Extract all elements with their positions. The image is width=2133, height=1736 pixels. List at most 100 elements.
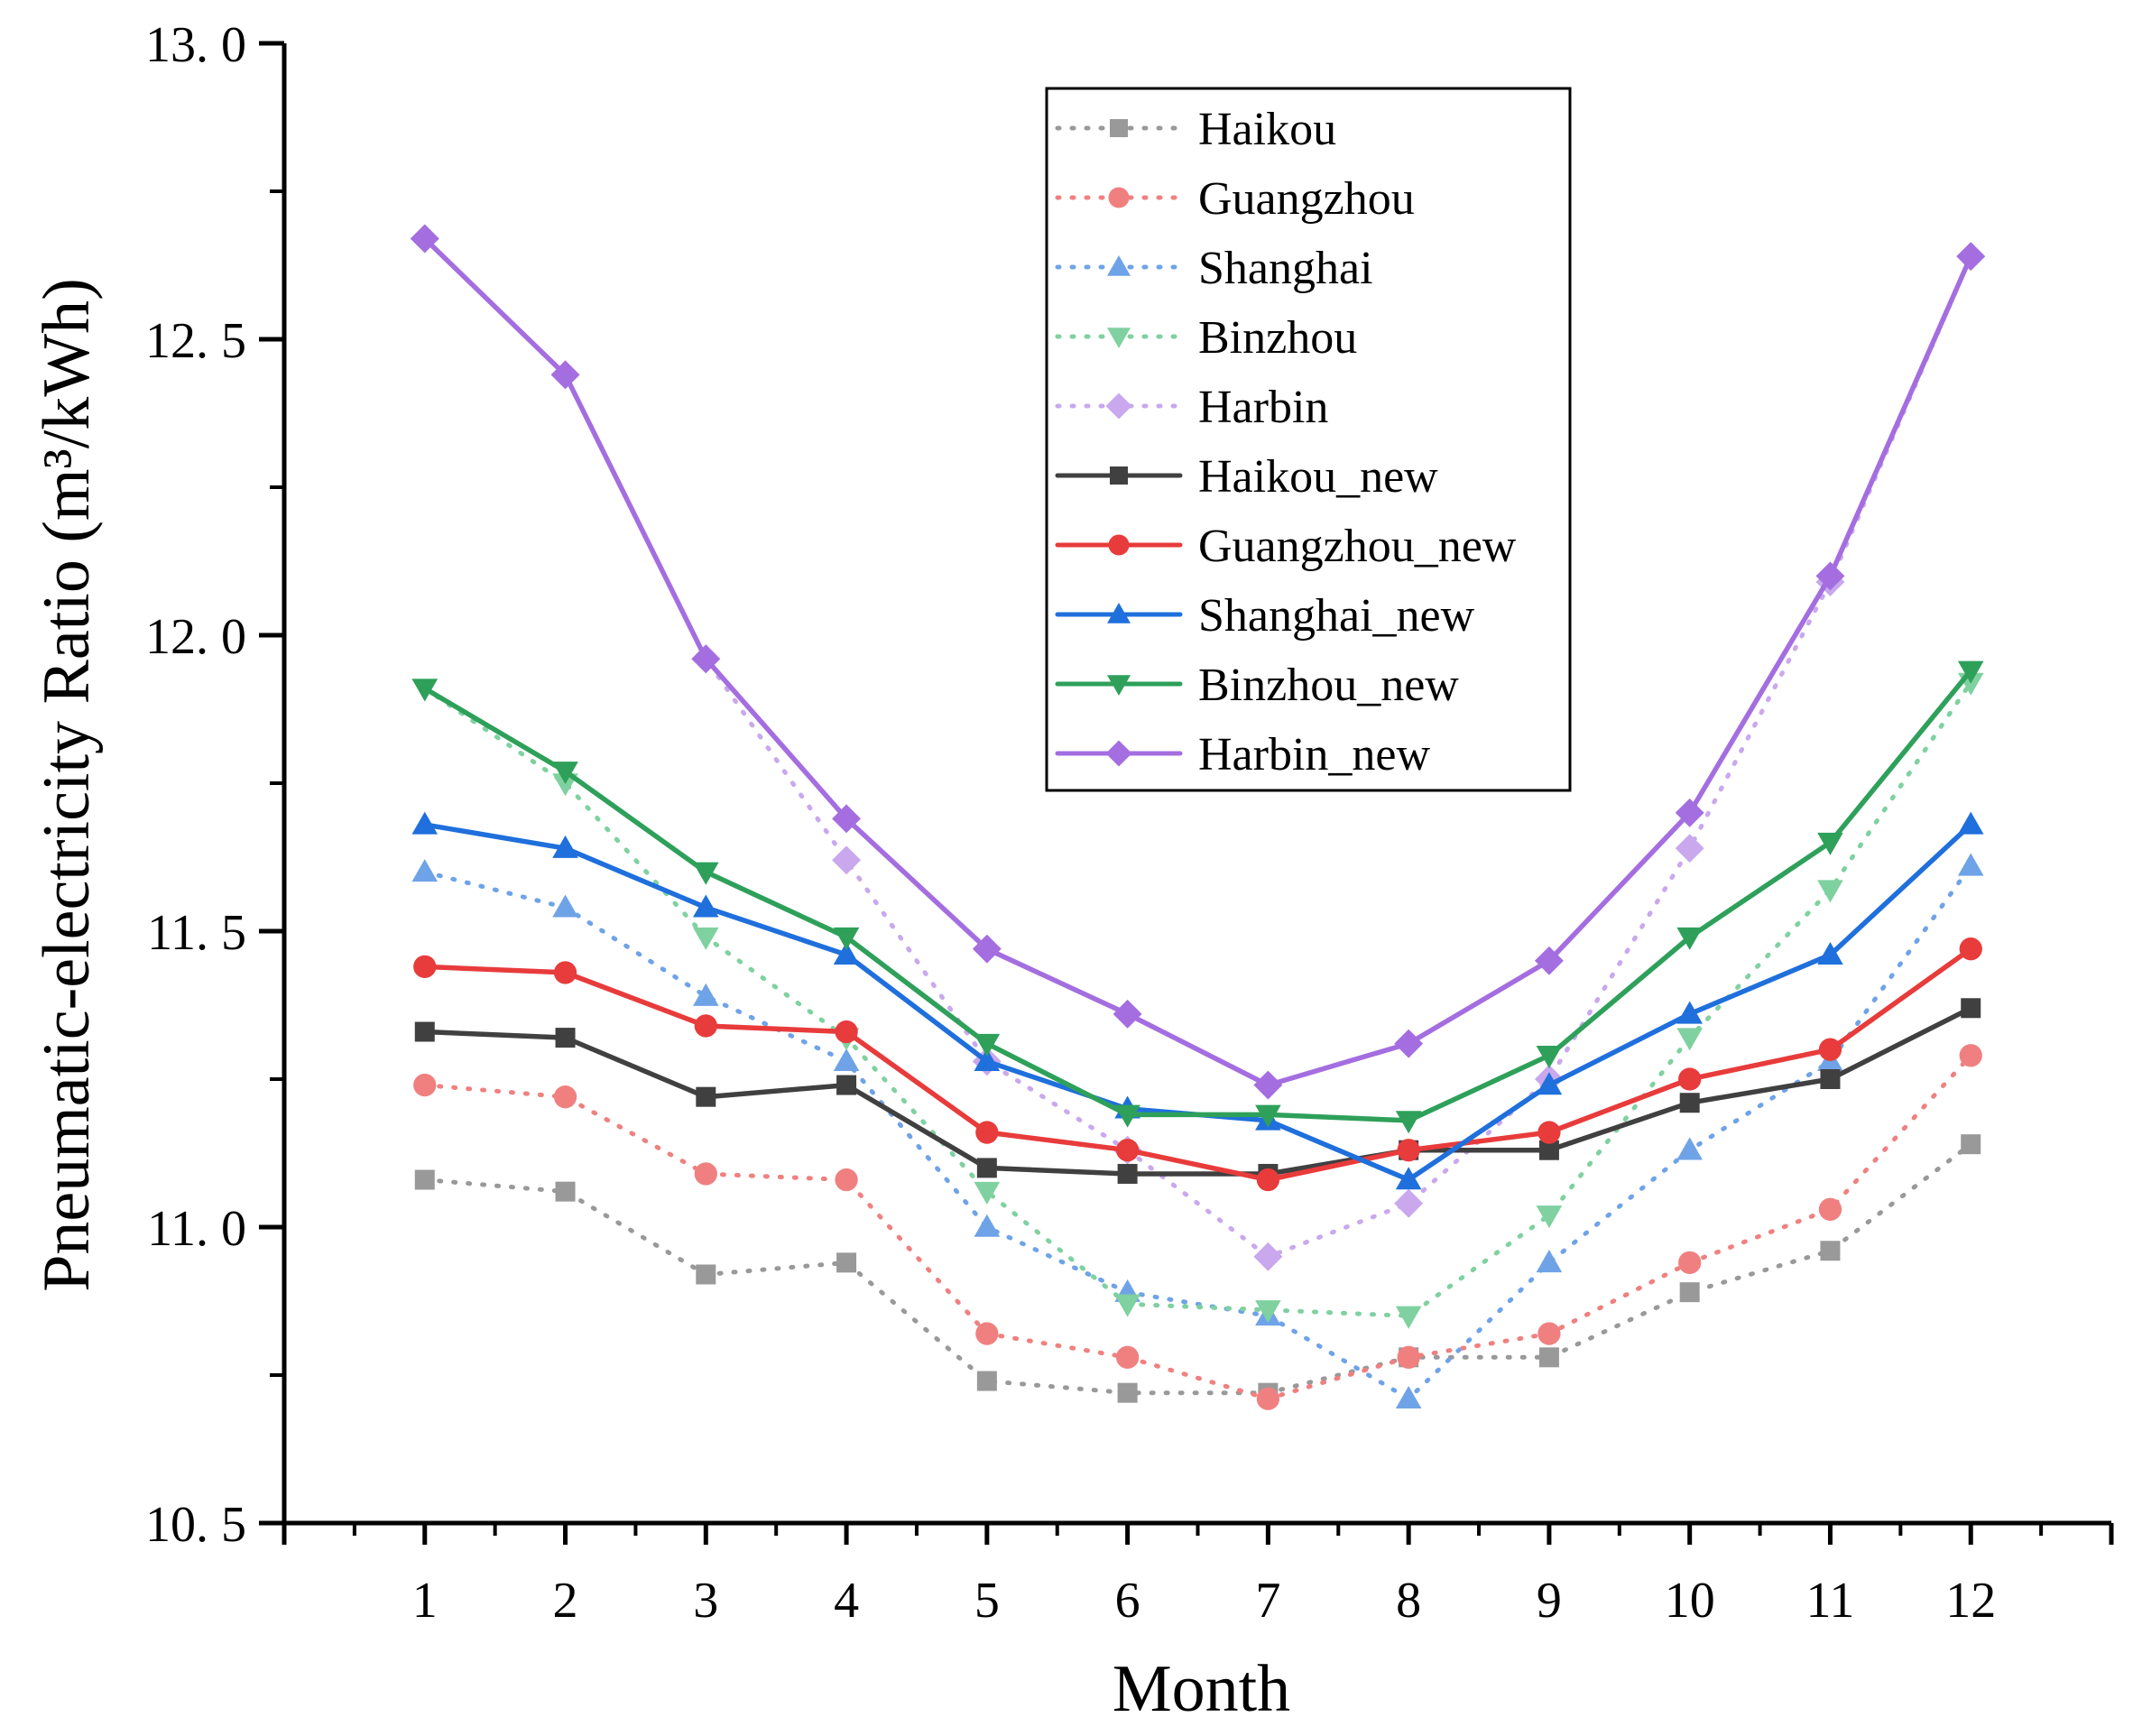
data-point-haikou-new-1 (414, 1021, 435, 1042)
series-line-binzhou (422, 680, 1973, 1318)
data-point-shanghai-5 (974, 1214, 1001, 1237)
data-point-shanghai-new-11 (1817, 941, 1843, 965)
data-point-shanghai-12 (1957, 853, 1984, 876)
y-tick-label: 13. 0 (145, 17, 246, 73)
data-point-shanghai-2 (552, 894, 578, 918)
data-point-haikou-4 (836, 1252, 857, 1273)
series-line-guangzhou (422, 1053, 1973, 1401)
data-point-shanghai-4 (833, 1048, 860, 1072)
legend-box (1045, 87, 1572, 792)
data-point-guangzhou-new-2 (553, 961, 577, 984)
legend-marker (1108, 534, 1130, 556)
data-point-guangzhou-new-8 (1397, 1139, 1420, 1162)
series-line-binzhou-new (422, 668, 1973, 1123)
data-point-shanghai-new-8 (1395, 1167, 1422, 1190)
data-point-harbin-new-7 (1253, 1070, 1283, 1100)
legend-item-shanghai-new: Shanghai_new (1055, 590, 1475, 642)
data-point-haikou-10 (1679, 1282, 1700, 1303)
data-point-binzhou-new-5 (974, 1033, 1001, 1057)
data-point-harbin-new-4 (832, 804, 862, 834)
legend-item-haikou: Haikou (1055, 104, 1336, 155)
y-tick-label: 11. 0 (147, 1201, 246, 1257)
series-guangzhou (413, 1044, 1982, 1410)
data-point-harbin-new-1 (410, 224, 439, 254)
data-point-binzhou-3 (693, 927, 719, 950)
data-point-guangzhou-new-9 (1537, 1121, 1561, 1144)
data-point-binzhou-8 (1395, 1306, 1422, 1329)
data-point-binzhou-2 (552, 773, 578, 797)
data-point-harbin-4 (832, 845, 862, 875)
x-tick-label: 7 (1255, 1573, 1280, 1629)
data-point-binzhou-11 (1817, 880, 1843, 903)
data-point-guangzhou-new-5 (975, 1121, 999, 1144)
legend-label: Binzhou (1198, 312, 1357, 364)
y-axis-title: Pneumatic-electricity Ratio (m³/kWh) (30, 278, 104, 1292)
series-line-haikou (422, 1141, 1973, 1396)
x-tick-label: 6 (1115, 1573, 1140, 1629)
legend-item-binzhou-new: Binzhou_new (1055, 660, 1459, 711)
legend-marker (1107, 328, 1131, 348)
y-tick-label: 12. 0 (145, 609, 246, 665)
legend-marker (1110, 119, 1128, 137)
data-point-haikou-new-2 (555, 1028, 576, 1048)
data-point-guangzhou-12 (1959, 1044, 1982, 1067)
data-point-harbin-new-5 (972, 934, 1002, 964)
series-harbin-new (410, 224, 1986, 1100)
data-point-guangzhou-new-7 (1256, 1168, 1280, 1192)
x-tick-label: 8 (1396, 1573, 1421, 1629)
data-point-haikou-new-5 (976, 1158, 997, 1178)
data-point-haikou-2 (555, 1181, 576, 1202)
data-point-harbin-7 (1253, 1242, 1283, 1271)
data-point-haikou-5 (976, 1371, 997, 1391)
data-point-haikou-new-4 (836, 1075, 857, 1095)
legend-label: Shanghai (1198, 243, 1373, 294)
data-point-guangzhou-1 (413, 1073, 437, 1097)
data-point-binzhou-new-11 (1817, 832, 1843, 855)
plot-area (410, 224, 1986, 1410)
x-tick-label: 10 (1665, 1573, 1715, 1629)
data-point-harbin-new-9 (1534, 946, 1564, 975)
data-point-binzhou-10 (1676, 1028, 1703, 1051)
data-point-binzhou-new-4 (833, 927, 860, 950)
x-axis-title: Month (1113, 1652, 1290, 1726)
x-tick-label: 4 (834, 1573, 859, 1629)
x-tick-label: 1 (412, 1573, 438, 1629)
series-guangzhou-new (413, 937, 1982, 1192)
data-point-binzhou-new-7 (1255, 1104, 1281, 1128)
data-point-guangzhou-new-11 (1818, 1038, 1842, 1061)
legend-item-binzhou: Binzhou (1055, 312, 1357, 364)
legend-marker (1107, 255, 1131, 276)
data-point-binzhou-7 (1255, 1300, 1281, 1324)
legend-marker (1107, 603, 1131, 623)
series-binzhou-new (411, 660, 1984, 1134)
series-shanghai-new (411, 811, 1984, 1190)
series-binzhou (411, 672, 1984, 1329)
legend-label: Binzhou_new (1198, 660, 1459, 711)
data-point-haikou-1 (414, 1169, 435, 1190)
data-point-guangzhou-new-4 (835, 1020, 858, 1044)
data-point-guangzhou-new-10 (1678, 1067, 1702, 1091)
legend-item-haikou-new: Haikou_new (1055, 451, 1438, 503)
series-line-harbin-new (422, 235, 1973, 1088)
data-point-shanghai-new-12 (1957, 811, 1984, 835)
legend-item-guangzhou-new: Guangzhou_new (1055, 521, 1517, 572)
data-point-shanghai-new-9 (1536, 1072, 1563, 1095)
series-line-shanghai-new (422, 822, 1973, 1183)
data-point-haikou-new-6 (1117, 1163, 1138, 1184)
data-point-haikou-11 (1820, 1241, 1841, 1261)
data-point-haikou-new-12 (1961, 998, 1981, 1019)
data-point-binzhou-9 (1536, 1205, 1563, 1229)
legend-label: Haikou (1198, 104, 1336, 155)
x-tick-label: 9 (1537, 1573, 1562, 1629)
legend-label: Haikou_new (1198, 451, 1438, 503)
x-tick-label: 2 (553, 1573, 578, 1629)
legend-label: Harbin_new (1198, 729, 1430, 780)
legend-marker (1107, 675, 1131, 696)
data-point-binzhou-6 (1114, 1294, 1140, 1317)
series-line-shanghai (422, 863, 1973, 1401)
data-point-binzhou-new-10 (1676, 927, 1703, 950)
series-line-haikou-new (422, 1005, 1973, 1177)
data-point-guangzhou-5 (975, 1322, 999, 1345)
data-point-haikou-new-3 (696, 1086, 716, 1107)
data-point-shanghai-new-1 (411, 811, 439, 835)
